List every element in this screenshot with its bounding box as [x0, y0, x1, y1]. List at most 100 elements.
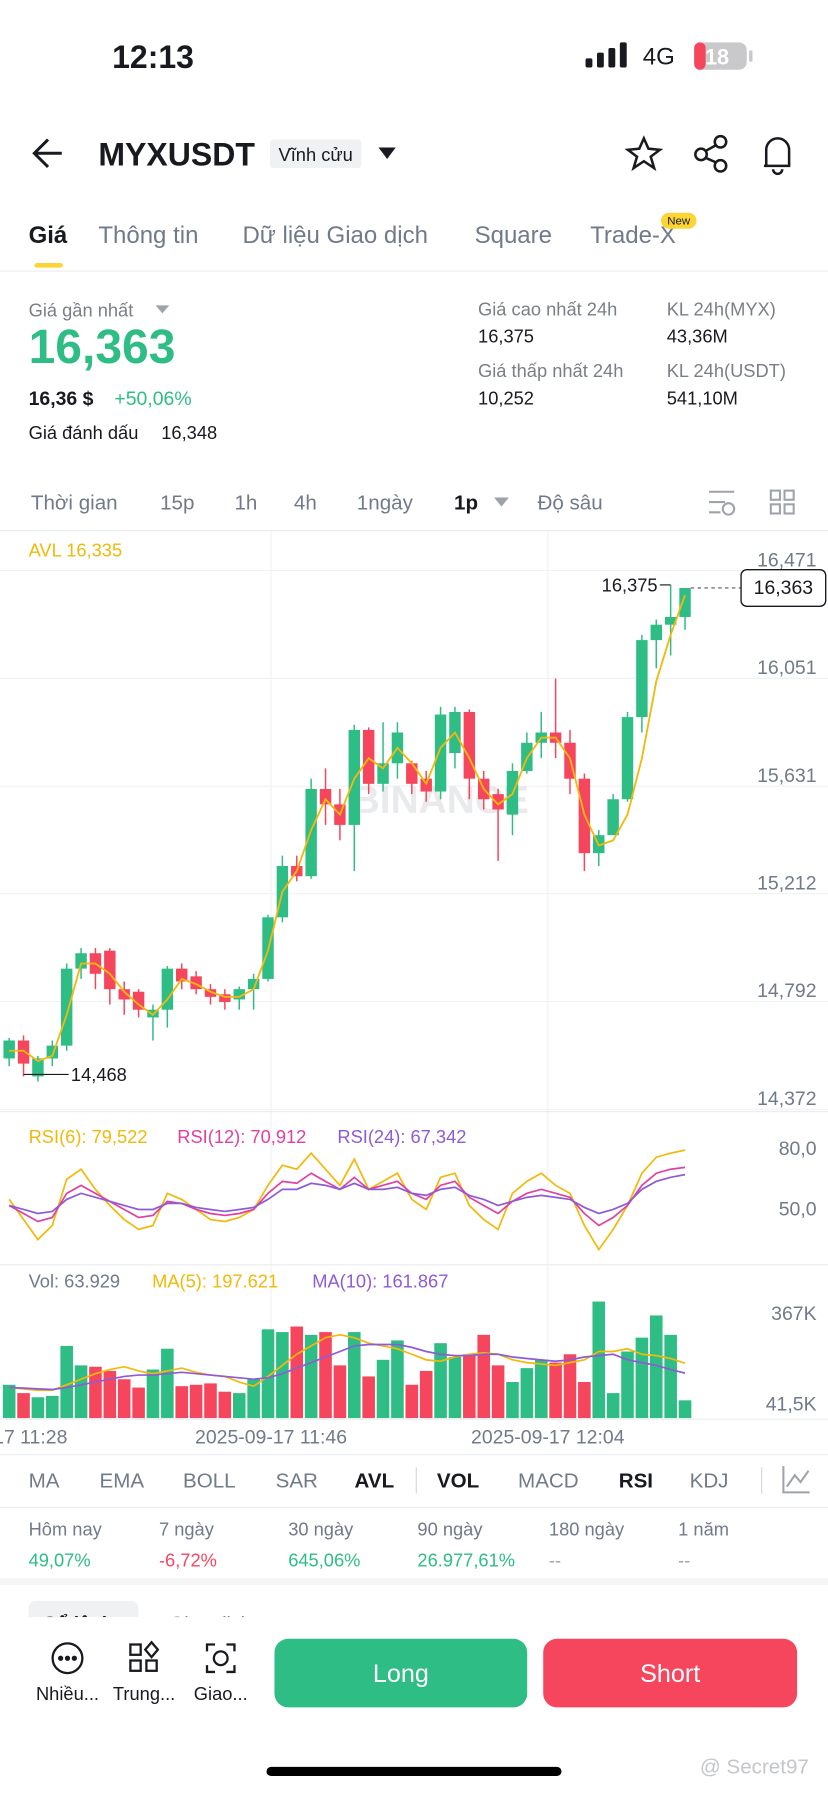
- volume-bar: [592, 1301, 606, 1419]
- last-price: 16,363: [29, 321, 176, 374]
- volume-bar: [319, 1332, 332, 1419]
- tab[interactable]: Dữ liệu Giao dịch: [242, 222, 427, 249]
- layout-icon[interactable]: [769, 489, 795, 515]
- y-tick-label: 14,792: [757, 980, 816, 1002]
- candle-body: [60, 968, 73, 1046]
- trade-icon[interactable]: [205, 1643, 236, 1674]
- symbol: MYXUSDT: [98, 136, 255, 172]
- tab[interactable]: Square: [475, 222, 552, 249]
- alert-icon[interactable]: [763, 137, 791, 176]
- indicator[interactable]: EMA: [100, 1469, 145, 1492]
- volume-bar: [563, 1354, 577, 1419]
- volume-bar: [534, 1359, 548, 1419]
- indicator[interactable]: MACD: [518, 1469, 579, 1492]
- volume-bar: [477, 1334, 491, 1419]
- volume-bar: [347, 1332, 361, 1419]
- volume-ma-line: [9, 1343, 686, 1391]
- indicator-settings[interactable]: [782, 1466, 810, 1494]
- symbol-dropdown[interactable]: [378, 147, 396, 159]
- volume-ma-line: [9, 1333, 686, 1392]
- volume-bar: [506, 1382, 519, 1419]
- high-value: 16,375: [478, 326, 534, 347]
- volume-bar: [578, 1382, 591, 1419]
- interval[interactable]: 4h: [294, 492, 317, 515]
- indicator[interactable]: MA: [29, 1469, 60, 1492]
- favorite-icon[interactable]: [624, 135, 664, 172]
- volume-bar: [276, 1332, 289, 1419]
- center-icon[interactable]: [129, 1640, 160, 1672]
- volume-bar: [333, 1365, 347, 1419]
- mark-label: Giá đánh dấu: [29, 422, 139, 443]
- interval-dropdown[interactable]: [494, 497, 509, 507]
- tab[interactable]: Thông tin: [98, 222, 198, 249]
- watermark: @ Secret97: [700, 1755, 809, 1778]
- interval[interactable]: 1ngày: [357, 492, 414, 515]
- chart-settings-icon[interactable]: [709, 490, 736, 516]
- short-button[interactable]: [543, 1638, 798, 1708]
- volume-bar: [362, 1376, 375, 1419]
- short-label[interactable]: Short: [640, 1660, 700, 1688]
- indicator[interactable]: BOLL: [183, 1469, 236, 1492]
- interval[interactable]: 1h: [234, 492, 257, 515]
- volume-bar: [376, 1359, 390, 1419]
- volume-bar: [117, 1379, 131, 1419]
- indicator[interactable]: KDJ: [690, 1469, 729, 1492]
- volume-bar: [161, 1348, 174, 1419]
- long-button[interactable]: [274, 1638, 528, 1708]
- action-label[interactable]: Giao...: [194, 1683, 248, 1704]
- y-tick-label: 15,212: [757, 872, 816, 894]
- volume-bar: [520, 1368, 534, 1419]
- period-value: 645,06%: [288, 1549, 360, 1570]
- period-label: 7 ngày: [159, 1518, 215, 1539]
- interval[interactable]: Độ sâu: [538, 492, 603, 515]
- candle-body: [650, 624, 662, 641]
- battery-level: [694, 42, 706, 70]
- long-label[interactable]: Long: [373, 1660, 429, 1688]
- interval[interactable]: Thời gian: [31, 492, 118, 515]
- back-button[interactable]: [32, 138, 62, 169]
- candle-body: [17, 1040, 30, 1064]
- volume-tick-label: 367K: [771, 1303, 816, 1325]
- high-label: Giá cao nhất 24h: [478, 298, 617, 319]
- share-icon[interactable]: [694, 134, 728, 173]
- volume-bar: [31, 1397, 45, 1419]
- rsi-legend: RSI(6): 79,522: [29, 1126, 148, 1147]
- badge: Vĩnh cửu: [279, 144, 353, 165]
- volume-bar: [649, 1315, 663, 1419]
- x-tick-label: 17 11:28: [0, 1427, 67, 1449]
- action-label[interactable]: Trung...: [113, 1683, 175, 1704]
- indicator[interactable]: AVL: [355, 1469, 395, 1492]
- signal-icon: [585, 42, 627, 68]
- indicator[interactable]: RSI: [619, 1469, 653, 1492]
- last-dropdown[interactable]: [155, 305, 170, 314]
- candle-body: [679, 587, 691, 617]
- candle-body: [636, 640, 648, 718]
- volume-bar: [103, 1370, 117, 1419]
- period-value: --: [549, 1549, 561, 1570]
- candle-body: [46, 1045, 59, 1059]
- usd-price: 16,36 $: [29, 388, 94, 410]
- indicator[interactable]: VOL: [437, 1469, 479, 1492]
- volume-bar: [621, 1351, 634, 1419]
- interval[interactable]: 1p: [454, 492, 478, 515]
- tab[interactable]: Giá: [29, 222, 68, 249]
- indicator[interactable]: SAR: [276, 1469, 318, 1492]
- last-label: Giá gần nhất: [29, 299, 134, 320]
- rsi-legend: RSI(12): 70,912: [177, 1126, 306, 1147]
- volume-bar: [204, 1383, 217, 1419]
- candle-body: [161, 968, 174, 1010]
- more-icon[interactable]: [51, 1642, 84, 1675]
- clock: 12:13: [112, 39, 194, 75]
- tab[interactable]: Trade-X: [590, 222, 676, 249]
- volume-bar: [463, 1354, 476, 1419]
- interval[interactable]: 15p: [160, 492, 194, 515]
- candle-body: [406, 763, 418, 784]
- volume-bar: [218, 1391, 232, 1419]
- volume-bar: [419, 1370, 433, 1419]
- high-marker: 16,375: [602, 574, 658, 595]
- current-price-box: [740, 569, 827, 607]
- action-label[interactable]: Nhiều...: [36, 1683, 99, 1704]
- volume-bar: [664, 1334, 677, 1419]
- volume-bar: [635, 1337, 649, 1419]
- volume-bar: [2, 1384, 16, 1419]
